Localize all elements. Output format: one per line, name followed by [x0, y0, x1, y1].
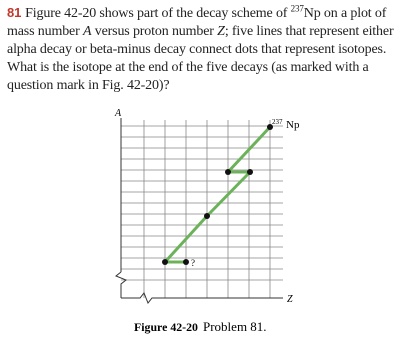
start-mass: 237: [272, 118, 283, 126]
text: Np on a plot of mass number: [7, 6, 387, 39]
decay-lines: [163, 125, 272, 264]
start-symbol: Np: [286, 119, 300, 131]
text: ; five lines that represent either alpha…: [7, 24, 394, 93]
y-axis-label: A: [114, 108, 122, 119]
problem-text: 81 Figure 42-20 shows part of the decay s…: [7, 4, 403, 95]
variable: Z: [217, 24, 225, 39]
superscript: 237: [290, 3, 304, 14]
dot: [204, 213, 210, 219]
dot: [225, 169, 231, 175]
variable: A: [82, 24, 92, 39]
caption-text: Problem 81.: [203, 319, 267, 334]
end-label: ?: [191, 258, 195, 268]
x-axis-label: Z: [287, 294, 293, 305]
dot: [267, 124, 273, 130]
dot: [183, 259, 189, 265]
text: Figure 42-20 shows part of the decay sch…: [25, 6, 291, 21]
axis-break: [115, 271, 127, 298]
decay-line: [205, 170, 252, 218]
dot: [162, 259, 168, 265]
text: versus proton number: [91, 24, 218, 39]
decay-line: [226, 125, 272, 174]
problem-number: 81: [7, 5, 22, 20]
decay-line: [163, 214, 209, 264]
caption-label: Figure 42-20: [134, 320, 198, 334]
grid: [121, 120, 283, 298]
dot: [247, 169, 253, 175]
isotope-dots: [162, 124, 273, 265]
x-axis: [121, 292, 283, 304]
